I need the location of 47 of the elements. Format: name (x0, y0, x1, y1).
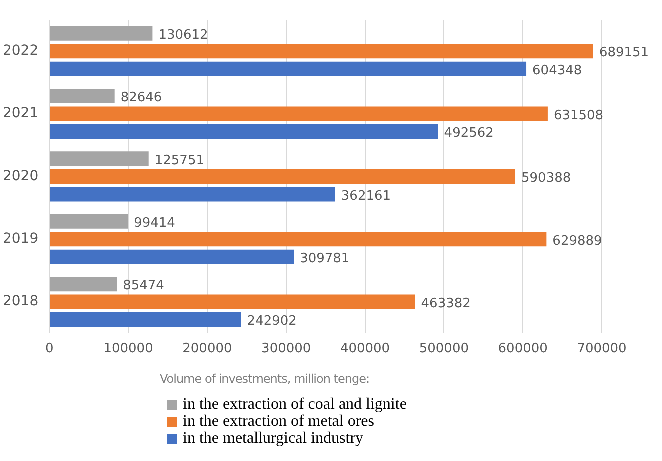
y-tick-label: 2019 (2, 231, 39, 248)
legend-label: in the extraction of metal ores (183, 413, 374, 430)
bar (50, 169, 516, 184)
x-tick-label: 0 (45, 342, 54, 357)
data-label: 242902 (247, 314, 297, 330)
data-label: 85474 (123, 278, 164, 294)
bar (50, 250, 294, 264)
y-tick-label: 2022 (2, 42, 39, 59)
bar (50, 312, 242, 328)
bar (50, 294, 416, 310)
data-label: 309781 (300, 252, 350, 267)
y-tick-label: 2018 (2, 294, 39, 310)
data-label: 130612 (158, 28, 208, 43)
data-label: 631508 (554, 108, 604, 124)
x-tick-label: 700000 (577, 342, 627, 357)
bar (50, 214, 128, 229)
data-label: 82646 (120, 90, 162, 106)
data-label: 590388 (522, 171, 572, 186)
legend-label: in the extraction of coal and lignite (183, 396, 407, 413)
x-tick-label: 600000 (498, 342, 548, 357)
bar (50, 88, 115, 104)
bar (50, 106, 548, 122)
x-tick-label: 400000 (340, 342, 390, 357)
data-label: 463382 (421, 296, 471, 312)
data-label: 492562 (444, 126, 494, 142)
x-tick-label: 100000 (104, 342, 154, 357)
bar (50, 277, 118, 292)
legend-title: Volume of investments, million tenge: (160, 372, 370, 386)
data-label: 604348 (532, 63, 582, 78)
data-label: 99414 (134, 216, 176, 231)
data-label: 362161 (341, 188, 392, 204)
x-tick-label: 300000 (262, 342, 312, 357)
bar (50, 232, 547, 247)
data-label: 629889 (552, 234, 602, 249)
data-label: 125751 (154, 153, 204, 168)
bar (50, 124, 438, 140)
bar (50, 152, 149, 166)
x-tick-label: 200000 (182, 342, 232, 357)
bar (50, 187, 336, 202)
data-label: 689151 (599, 46, 650, 61)
y-tick-label: 2020 (2, 168, 39, 184)
bar (50, 44, 594, 59)
legend-label: in the metallurgical industry (183, 430, 364, 447)
bar (50, 62, 527, 76)
bar (50, 26, 153, 41)
y-tick-label: 2021 (2, 106, 39, 122)
x-tick-label: 500000 (419, 342, 469, 357)
